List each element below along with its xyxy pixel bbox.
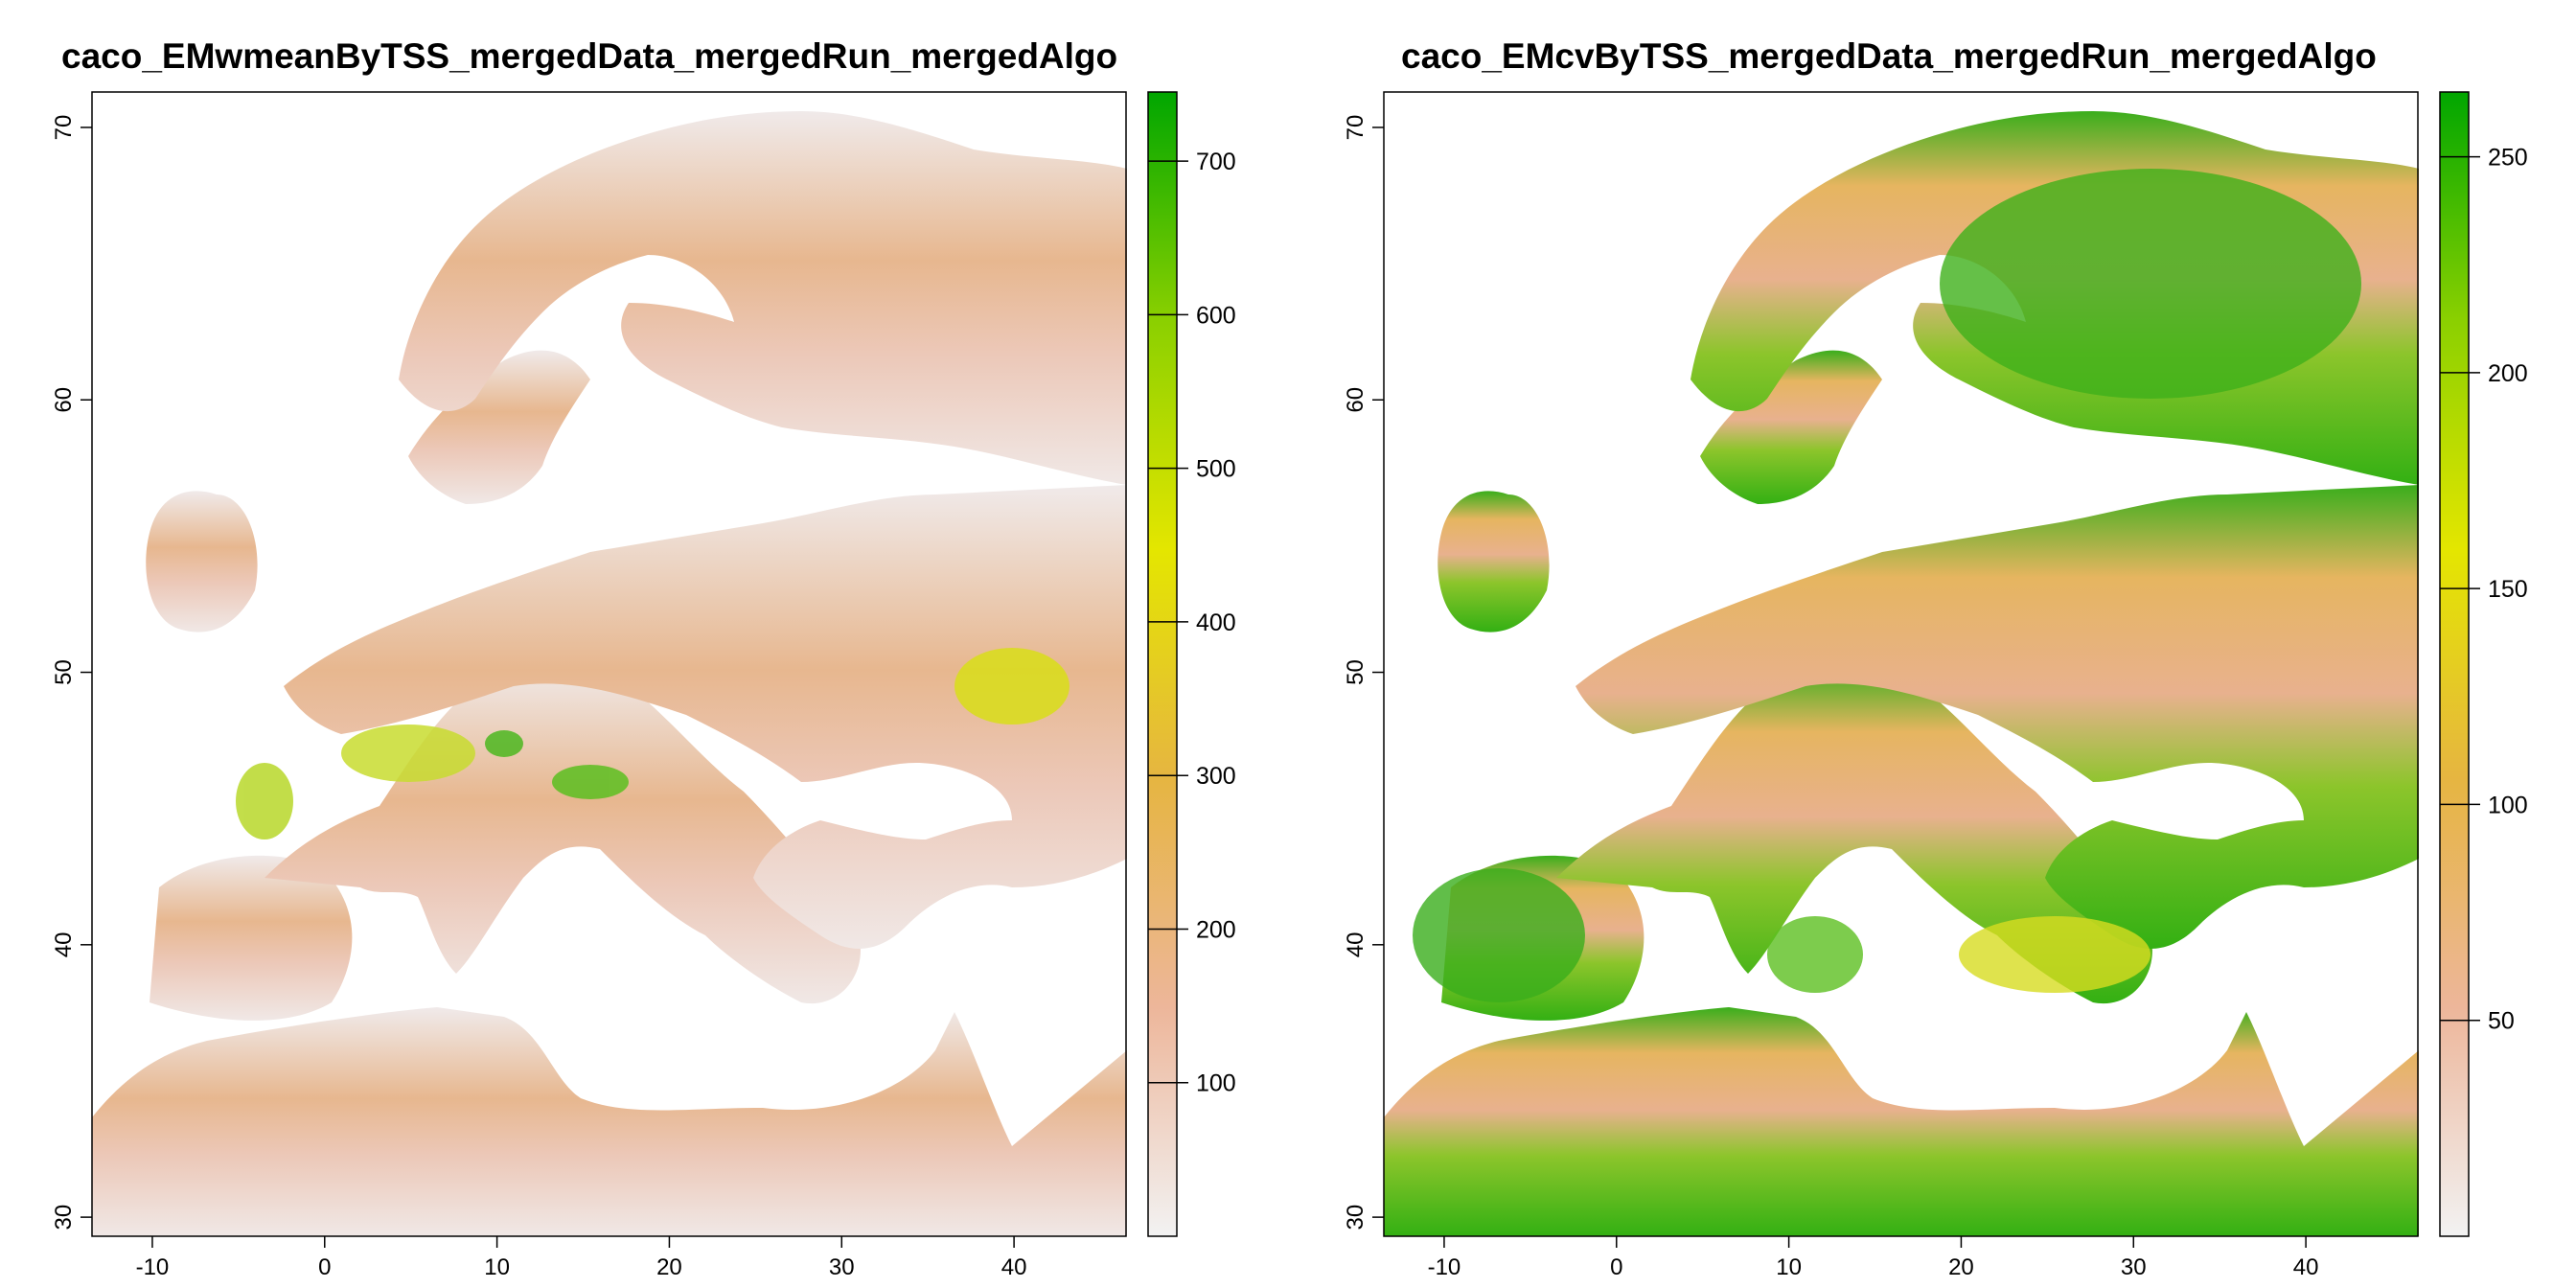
y-tick-label: 70 (51, 115, 77, 141)
legend-tick-label: 500 (1196, 456, 1236, 483)
legend-tick-label: 250 (2488, 145, 2528, 172)
map-title-left: caco_EMwmeanByTSS_mergedData_mergedRun_m… (61, 36, 1118, 76)
y-tick-label: 40 (1343, 932, 1368, 957)
hotspots-right (1413, 169, 2361, 1002)
legend-ticks-right: 50 100 150 200 250 (2440, 145, 2528, 1035)
y-tick-label: 60 (51, 387, 77, 413)
map-panel-left: -10 0 10 20 30 40 30 40 50 60 70 100 200 300 400 500 6… (51, 91, 1236, 1280)
legend-tick-label: 600 (1196, 302, 1236, 329)
y-axis-right: 30 40 50 60 70 (1343, 115, 1384, 1230)
legend-tick-label: 200 (1196, 916, 1236, 943)
legend-tick-label: 50 (2488, 1008, 2515, 1035)
legend-tick-label: 300 (1196, 763, 1236, 790)
legend-tick-label: 100 (1196, 1070, 1236, 1097)
x-axis-right: -10 0 10 20 30 40 (1428, 1236, 2319, 1280)
x-tick-label: -10 (1428, 1254, 1461, 1280)
y-tick-label: 60 (1343, 387, 1368, 413)
x-tick-label: 20 (1948, 1254, 1974, 1280)
x-tick-label: 20 (656, 1254, 682, 1280)
x-tick-label: 0 (1610, 1254, 1622, 1280)
y-tick-label: 70 (1343, 115, 1368, 141)
x-tick-label: 40 (2293, 1254, 2319, 1280)
legend-tick-label: 100 (2488, 792, 2528, 818)
map-panel-right: -10 0 10 20 30 40 30 40 50 60 70 50 100 150 200 250 (1343, 91, 2528, 1280)
legend-tick-label: 200 (2488, 360, 2528, 387)
x-tick-label: -10 (136, 1254, 170, 1280)
map-title-right: caco_EMcvByTSS_mergedData_mergedRun_merg… (1401, 36, 2377, 76)
legend-ticks-left: 100 200 300 400 500 600 700 (1148, 149, 1236, 1097)
legend-tick-label: 700 (1196, 149, 1236, 175)
y-tick-label: 40 (51, 932, 77, 957)
legend-tick-label: 150 (2488, 576, 2528, 603)
legend-tick-label: 400 (1196, 610, 1236, 636)
x-tick-label: 30 (829, 1254, 855, 1280)
x-tick-label: 0 (318, 1254, 331, 1280)
x-axis-left: -10 0 10 20 30 40 (136, 1236, 1027, 1280)
legend-bar-right (2439, 91, 2470, 1237)
legend-bar-left (1147, 91, 1178, 1237)
y-tick-label: 50 (51, 659, 77, 685)
hotspots-left (236, 648, 1070, 840)
y-tick-label: 50 (1343, 659, 1368, 685)
x-tick-label: 40 (1001, 1254, 1027, 1280)
x-tick-label: 30 (2121, 1254, 2147, 1280)
x-tick-label: 10 (484, 1254, 510, 1280)
y-tick-label: 30 (1343, 1205, 1368, 1230)
y-tick-label: 30 (51, 1205, 77, 1230)
y-axis-left: 30 40 50 60 70 (51, 115, 92, 1230)
x-tick-label: 10 (1776, 1254, 1802, 1280)
